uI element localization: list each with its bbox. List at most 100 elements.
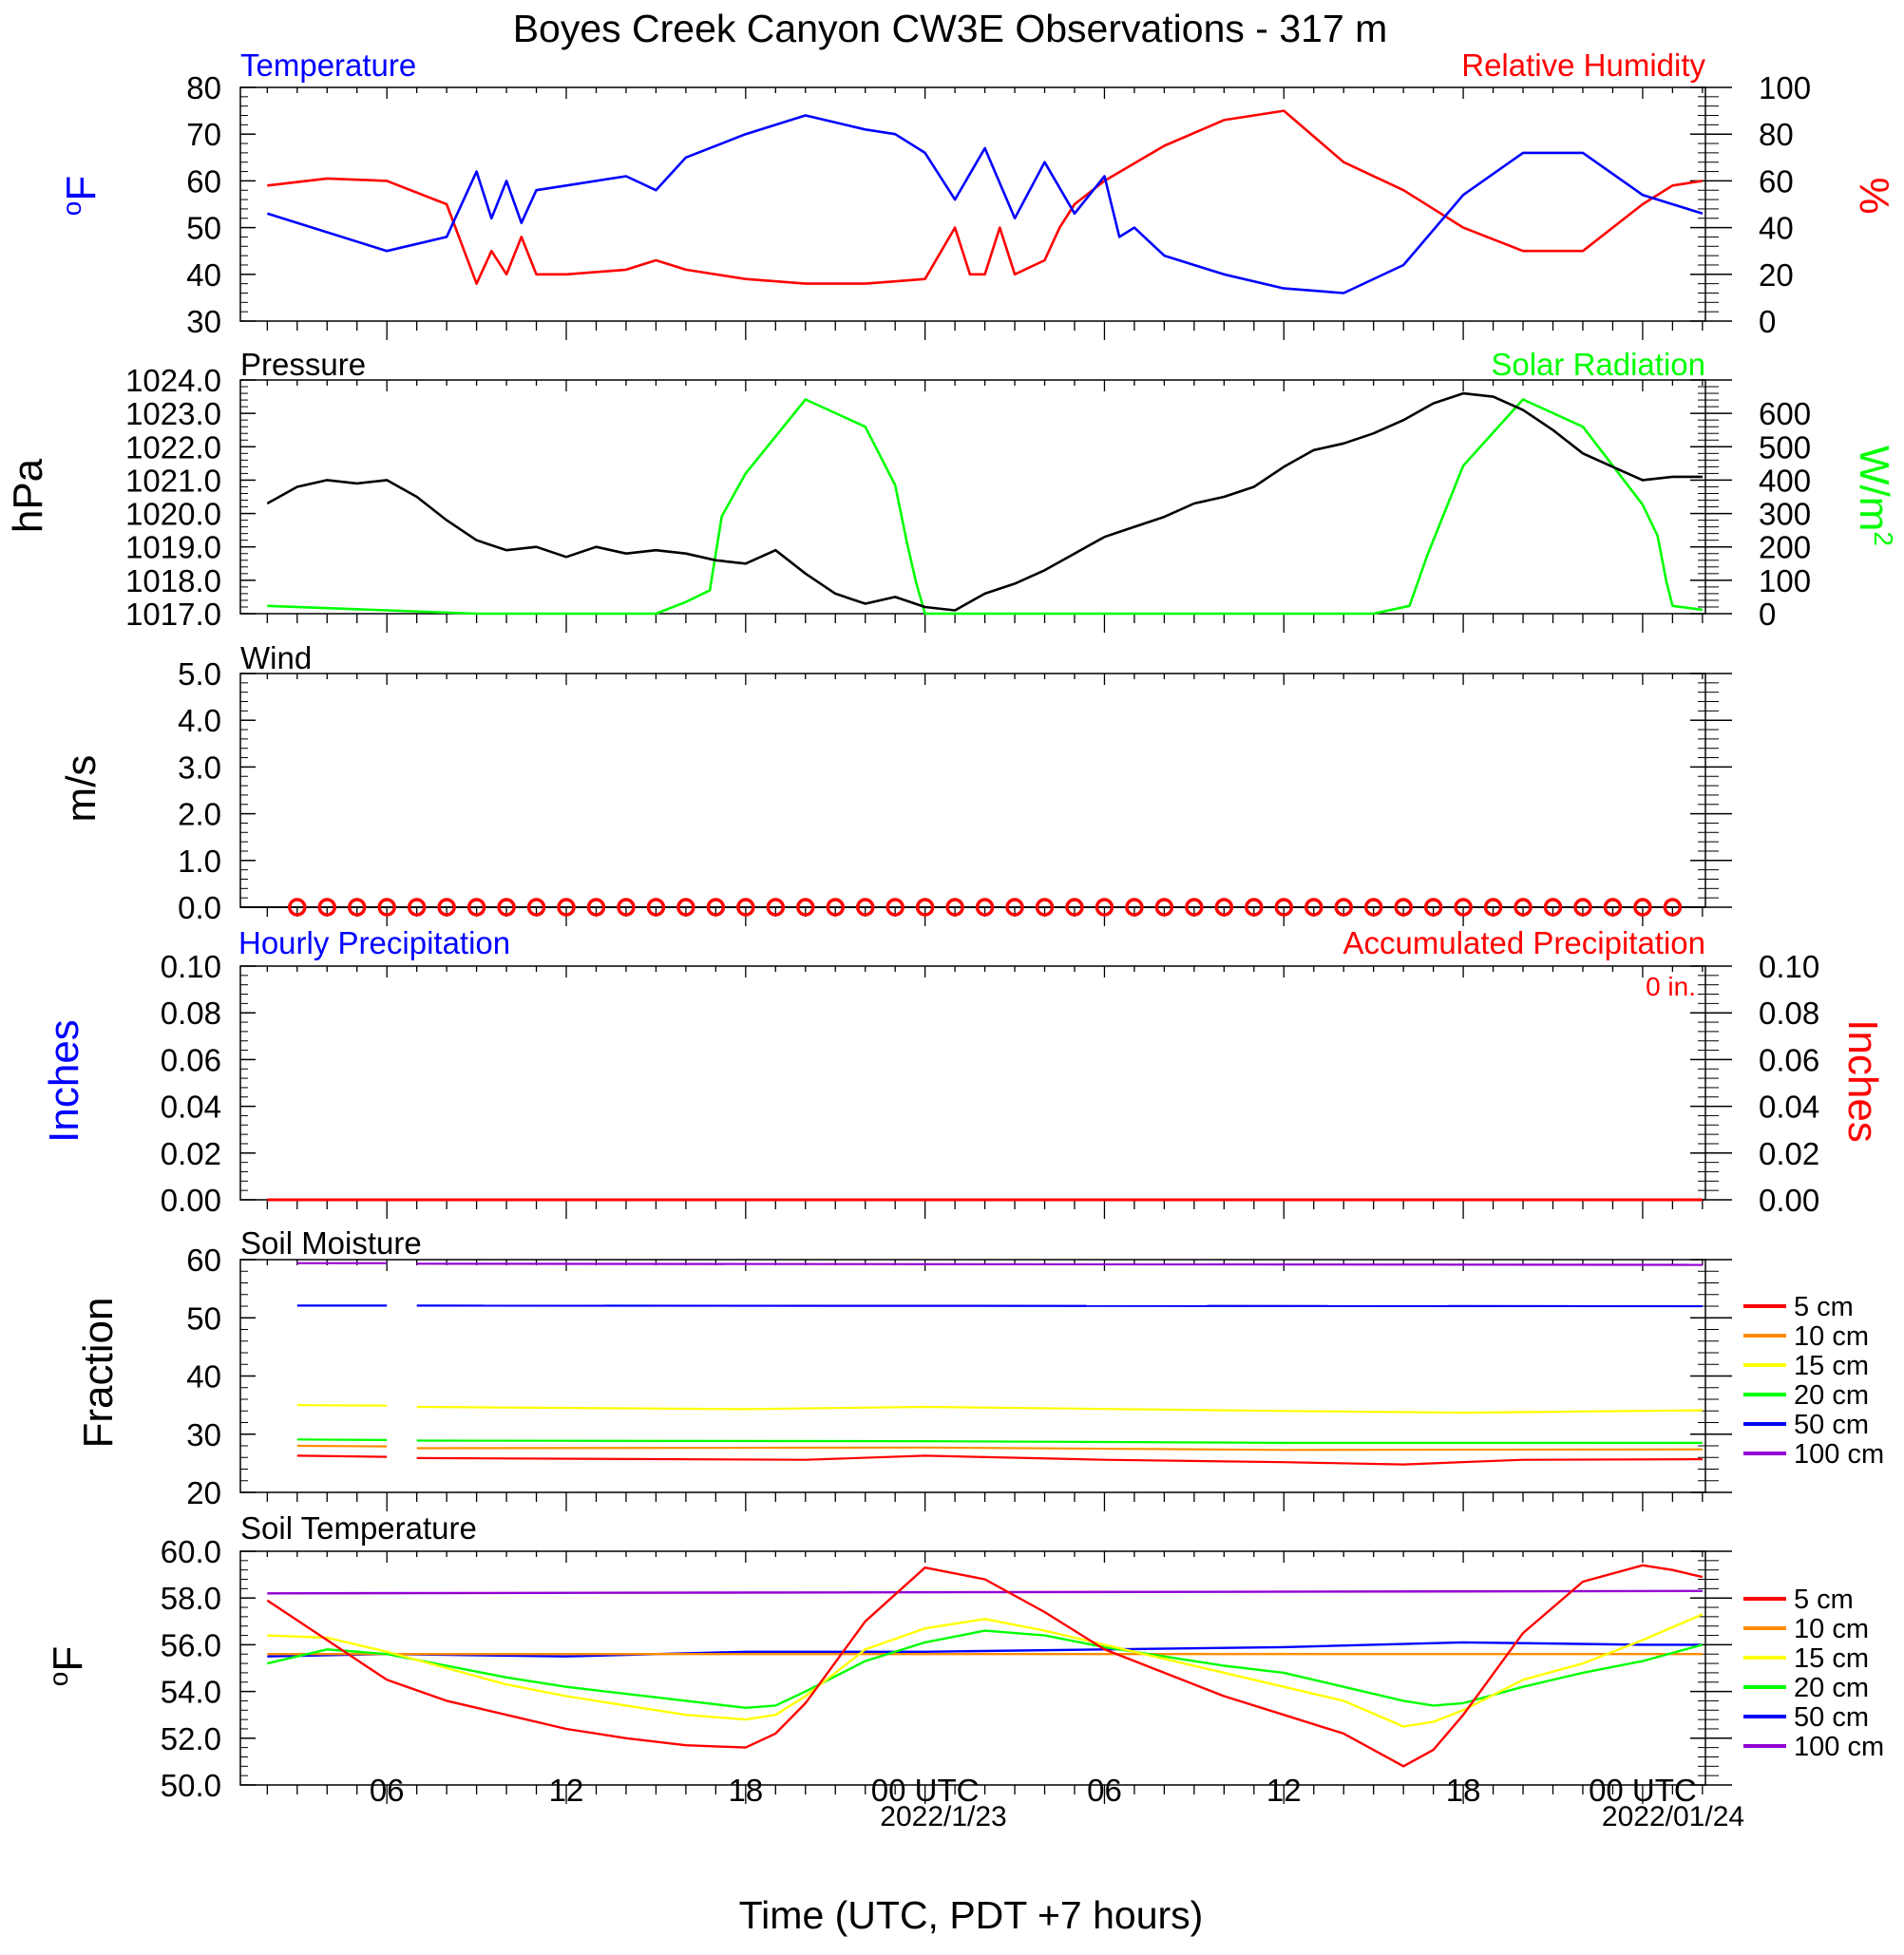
time-tick-label: 06 <box>1087 1773 1122 1808</box>
press-left-tick-label: 1018.0 <box>125 563 221 598</box>
wind-point <box>1663 898 1683 917</box>
time-axis: 06 12 18 00 UTC 06 12 18 00 UTC <box>370 1773 1697 1808</box>
wind-point <box>915 898 935 917</box>
wind-point <box>1304 898 1323 917</box>
legend-label: 10 cm <box>1794 1321 1869 1352</box>
wind-point <box>945 898 964 917</box>
temperature-title: Temperature <box>240 47 416 83</box>
temp-left-tick-label: 70 <box>186 117 221 152</box>
precip-left-tick-label: 0.04 <box>161 1090 221 1125</box>
temp-plot-frame <box>239 86 1706 322</box>
legend-label: 100 cm <box>1794 1732 1884 1762</box>
wind-point <box>1065 898 1084 917</box>
wind-point <box>646 898 666 917</box>
soil-moisture-panel: Soil Moisture Fraction 20 30 40 50 60 <box>75 1225 1732 1511</box>
wind-point <box>1005 898 1024 917</box>
soil-temperature-unit-label: oF <box>44 1646 92 1686</box>
soilt-left-tick-label: 52.0 <box>161 1721 221 1756</box>
legend-label: 20 cm <box>1794 1380 1869 1411</box>
soilt-series-5-cm <box>266 1564 1704 1768</box>
soilm-series-15-cm-b <box>416 1405 1703 1414</box>
soilm-series-20-cm-a <box>296 1438 388 1442</box>
pressure-unit-label: hPa <box>5 458 51 533</box>
soil-temperature-panel: Soil Temperature oF 50.0 52.0 54.0 56.0 58.0… <box>44 1510 1732 1804</box>
time-tick-label: 12 <box>1266 1773 1302 1808</box>
soilm-left-tick-label: 50 <box>186 1300 221 1336</box>
wind-left-tick-label: 1.0 <box>178 844 221 879</box>
wind-point <box>557 898 576 917</box>
wind-point <box>466 898 486 917</box>
time-tick-label: 18 <box>1446 1773 1481 1808</box>
wind-point <box>1633 898 1652 917</box>
legend-label: 15 cm <box>1794 1351 1869 1381</box>
wind-point <box>1573 898 1592 917</box>
press-left-tick-label: 1024.0 <box>125 363 221 398</box>
soil-moisture-title: Soil Moisture <box>240 1225 422 1261</box>
press-left-tick-label: 1019.0 <box>125 530 221 565</box>
press-left-tick-label: 1017.0 <box>125 597 221 632</box>
wind-point <box>1514 898 1533 917</box>
press-left-tick-label: 1023.0 <box>125 396 221 431</box>
legend-label: 5 cm <box>1794 1292 1854 1322</box>
precip-left-tick-label: 0.06 <box>161 1042 221 1077</box>
wind-point <box>347 898 367 917</box>
press-right-tick-label: 0 <box>1759 597 1776 632</box>
precip-left-tick-label: 0.00 <box>161 1183 221 1218</box>
temp-right-tick-label: 60 <box>1759 163 1794 199</box>
soilt-series-15-cm <box>267 1613 1704 1728</box>
soilt-series-50-cm <box>267 1641 1703 1658</box>
temp-left-tick-label: 30 <box>186 304 221 339</box>
temperature-humidity-panel: Temperature Relative Humidity oF % 30 0 40… <box>57 47 1897 340</box>
soilm-series-10-cm-a <box>296 1444 388 1448</box>
soilt-left-tick-label: 56.0 <box>161 1627 221 1662</box>
temp-series-relative-humidity <box>267 109 1704 285</box>
wind-point <box>526 898 546 917</box>
press-left-tick-label: 1022.0 <box>125 429 221 465</box>
wind-point <box>377 898 396 917</box>
wind-point <box>586 898 606 917</box>
wind-point <box>1603 898 1623 917</box>
soil-temperature-title: Soil Temperature <box>240 1510 477 1546</box>
soilm-series-10-cm-b <box>416 1446 1703 1452</box>
precip-right-tick-label: 0.04 <box>1759 1090 1819 1125</box>
press-right-tick-label: 500 <box>1759 429 1811 465</box>
soilm-left-tick-label: 20 <box>186 1475 221 1510</box>
wind-plot-frame <box>239 673 1706 908</box>
wind-point <box>497 898 516 917</box>
soilm-left-tick-label: 40 <box>186 1359 221 1395</box>
wind-point <box>855 898 875 917</box>
time-tick-label: 12 <box>549 1773 584 1808</box>
time-tick-label: 18 <box>728 1773 763 1808</box>
precip-left-tick-label: 0.02 <box>161 1136 221 1171</box>
temp-left-tick-label: 50 <box>186 211 221 246</box>
soilt-plot-frame <box>239 1550 1706 1786</box>
wind-point <box>676 898 695 917</box>
date-label-1: 2022/1/23 <box>880 1801 1006 1832</box>
x-axis-label: Time (UTC, PDT +7 hours) <box>739 1893 1204 1937</box>
soilm-series-50-cm-b <box>416 1304 1703 1308</box>
soilt-left-tick-label: 50.0 <box>161 1768 221 1803</box>
temp-right-tick-label: 20 <box>1759 257 1794 293</box>
precip-right-tick-label: 0.00 <box>1759 1183 1819 1218</box>
soilt-series-100-cm <box>267 1589 1703 1595</box>
wind-point <box>1154 898 1174 917</box>
soilm-series-5-cm-b <box>416 1454 1703 1466</box>
wind-point <box>1185 898 1204 917</box>
time-tick-label: 06 <box>370 1773 405 1808</box>
figure-title: Boyes Creek Canyon CW3E Observations - 3… <box>513 7 1388 50</box>
date-label-2: 2022/01/24 <box>1602 1801 1744 1832</box>
press-right-tick-label: 400 <box>1759 463 1811 498</box>
temp-right-tick-label: 40 <box>1759 211 1794 246</box>
temp-right-tick-label: 100 <box>1759 70 1811 105</box>
legend-label: 100 cm <box>1794 1439 1884 1470</box>
press-plot-frame <box>239 379 1706 615</box>
temp-right-tick-label: 0 <box>1759 304 1776 339</box>
wind-point <box>437 898 456 917</box>
temp-left-tick-label: 60 <box>186 163 221 199</box>
press-right-tick-label: 600 <box>1759 396 1811 431</box>
legend-label: 20 cm <box>1794 1673 1869 1703</box>
wind-left-tick-label: 0.0 <box>178 890 221 925</box>
accum-precip-unit-label: Inches <box>1839 1019 1886 1143</box>
